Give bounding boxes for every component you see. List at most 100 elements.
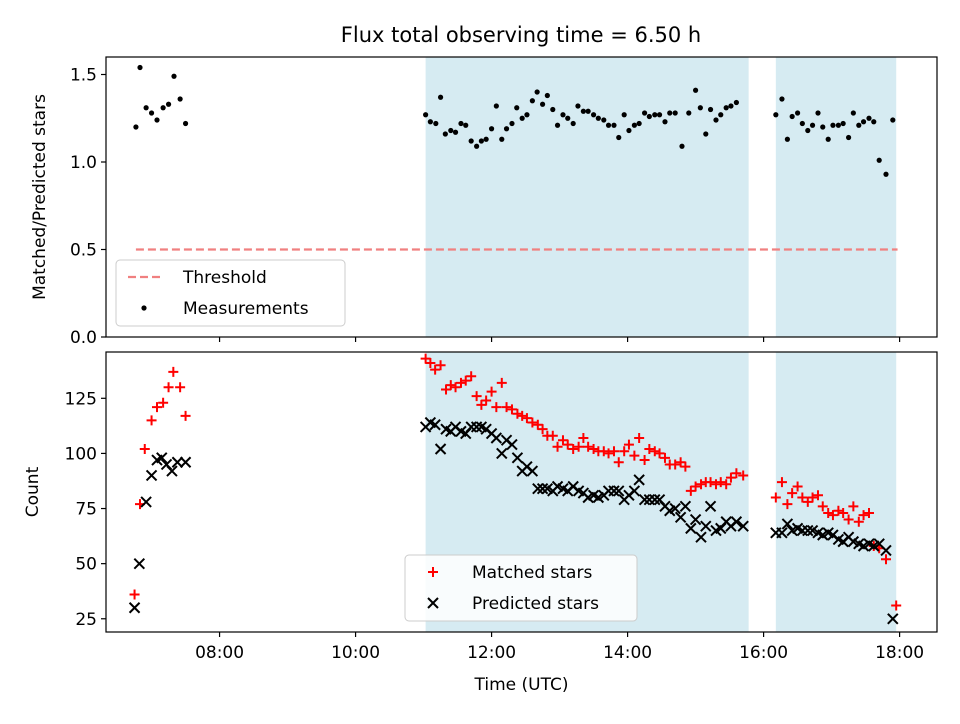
data-point: [560, 112, 566, 118]
data-point: [866, 115, 872, 121]
data-point: [481, 395, 492, 406]
data-point: [474, 143, 480, 149]
data-point: [802, 524, 814, 537]
axes-frame: [105, 351, 938, 633]
data-point: [171, 73, 177, 79]
data-point: [728, 103, 734, 109]
data-point: [737, 520, 749, 532]
data-point: [452, 129, 459, 135]
data-point: [568, 444, 579, 455]
x-tick-label: 12:00: [467, 643, 516, 663]
data-point: [430, 364, 441, 375]
data-point: [496, 377, 507, 388]
data-point: [463, 122, 469, 128]
y-tick-label: 50: [75, 555, 97, 575]
data-point: [420, 353, 431, 364]
data-point: [725, 472, 736, 483]
data-point: [697, 105, 703, 111]
data-point: [175, 382, 186, 393]
data-point: [686, 110, 692, 116]
data-point: [483, 136, 489, 142]
data-point: [488, 126, 495, 132]
data-point: [180, 410, 191, 421]
data-point: [433, 120, 439, 127]
data-point: [423, 112, 429, 118]
x-tick-label: 14:00: [603, 643, 652, 663]
shaded-span: [425, 57, 749, 337]
legend-handle: [141, 305, 147, 311]
data-point: [517, 410, 528, 421]
data-point: [636, 120, 642, 127]
data-point: [434, 443, 447, 455]
data-point: [570, 120, 576, 127]
data-point: [486, 386, 497, 397]
data-point: [639, 455, 650, 466]
data-point: [825, 136, 831, 142]
data-point: [646, 113, 652, 120]
legend-label: Threshold: [182, 268, 267, 288]
data-point: [733, 99, 739, 106]
data-point: [468, 138, 474, 144]
data-point: [833, 505, 844, 516]
legend-handle: [427, 597, 439, 609]
y-tick-label: 0.0: [70, 328, 97, 348]
data-point: [509, 120, 515, 127]
data-point: [521, 413, 532, 424]
data-point: [512, 408, 523, 419]
data-point: [723, 105, 729, 111]
data-point: [166, 465, 178, 477]
data-point: [662, 119, 668, 125]
data-point: [883, 171, 889, 177]
data-point: [830, 122, 836, 128]
data-point: [128, 602, 141, 614]
data-point: [690, 481, 701, 492]
data-point: [845, 134, 852, 141]
data-point: [659, 452, 670, 463]
data-point: [773, 112, 779, 118]
data-point: [156, 452, 168, 464]
data-point: [779, 96, 785, 102]
data-point: [539, 101, 546, 107]
data-point: [815, 110, 821, 116]
data-point: [675, 457, 686, 468]
data-point: [670, 459, 681, 470]
data-point: [703, 131, 709, 137]
data-point: [860, 119, 867, 125]
data-point: [776, 477, 787, 488]
data-point: [654, 448, 665, 459]
data-point: [700, 520, 712, 532]
data-point: [575, 103, 581, 109]
data-point: [171, 456, 184, 468]
data-point: [503, 126, 510, 132]
x-tick-label: 10:00: [331, 643, 380, 663]
data-point: [139, 444, 150, 455]
y-tick-label: 1.0: [70, 153, 97, 173]
data-point: [442, 131, 448, 137]
data-point: [133, 557, 146, 570]
data-point: [812, 490, 823, 501]
data-point: [145, 469, 158, 482]
data-point: [843, 514, 854, 525]
data-point: [608, 485, 620, 497]
data-point: [863, 507, 874, 518]
data-point: [437, 94, 444, 100]
data-point: [501, 402, 512, 413]
data-point: [455, 377, 466, 388]
data-point: [458, 120, 464, 127]
data-point: [680, 461, 691, 472]
data-point: [713, 117, 719, 123]
data-point: [534, 89, 540, 95]
data-point: [527, 417, 538, 428]
data-point: [782, 499, 793, 510]
data-point: [802, 496, 813, 507]
data-point: [776, 527, 788, 539]
data-point: [165, 101, 172, 107]
data-point: [441, 384, 452, 395]
data-point: [704, 500, 717, 513]
data-point: [710, 479, 721, 490]
data-point: [133, 124, 139, 130]
data-point: [856, 122, 862, 128]
legend-box: [115, 259, 346, 327]
data-point: [685, 485, 696, 496]
